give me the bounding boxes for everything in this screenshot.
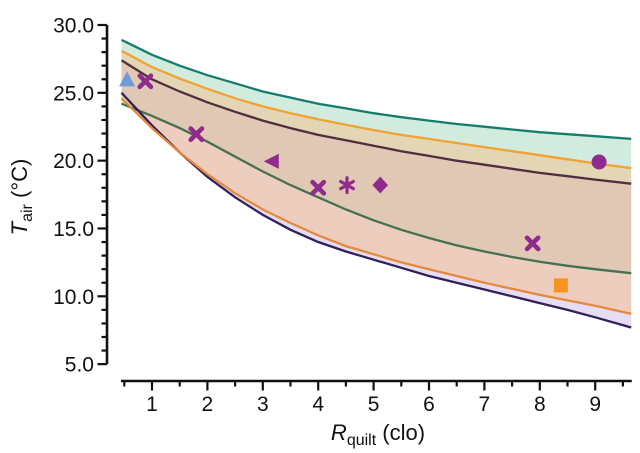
square-marker	[553, 278, 568, 293]
y-axis-title-text: Tair (°C)	[7, 159, 36, 236]
x-cross-marker	[188, 126, 205, 143]
x-axis-title-text: Rquilt (clo)	[331, 420, 425, 449]
orange-band-lower-curve	[120, 97, 632, 316]
data-markers	[119, 71, 607, 293]
purple-band-lower-curve	[120, 92, 632, 329]
teal-band-lower-curve	[121, 102, 632, 275]
y-tick-label: 25.0	[53, 82, 94, 105]
y-tick-label: 30.0	[53, 15, 94, 38]
x-tick-label: 1	[146, 393, 158, 416]
x-tick-label: 7	[479, 393, 491, 416]
y-tick-label: 20.0	[53, 150, 94, 173]
x-tick-label: 6	[423, 393, 435, 416]
y-tick-label: 15.0	[53, 218, 94, 241]
y-axis-title: Tair (°C)	[7, 159, 36, 236]
band-curves	[120, 38, 632, 329]
triangle-up-marker	[119, 71, 136, 87]
x-axis-title: Rquilt (clo)	[331, 420, 425, 449]
x-tick-label: 5	[368, 393, 380, 416]
x-cross-marker	[137, 73, 154, 90]
y-tick-label: 10.0	[53, 286, 94, 309]
x-tick-label: 8	[534, 393, 546, 416]
triangle-left-marker	[263, 153, 279, 169]
x-cross-marker	[524, 235, 541, 252]
circle-marker	[591, 154, 607, 170]
x-tick-label: 2	[202, 393, 214, 416]
y-axis: 30.0 25.0 20.0 15.0 10.0 5.0	[53, 15, 109, 377]
x-axis: 1 2 3 4 5 6 7 8 9	[120, 379, 632, 416]
x-tick-label: 3	[257, 393, 269, 416]
x-cross-marker	[310, 179, 327, 196]
y-tick-label: 5.0	[65, 354, 94, 377]
diamond-marker	[372, 176, 389, 194]
x-tick-label: 4	[312, 393, 324, 416]
purple-band-upper-curve	[120, 59, 632, 185]
asterisk-marker	[339, 176, 355, 195]
x-tick-label: 9	[589, 393, 601, 416]
orange-band-upper-curve	[120, 49, 632, 170]
teal-band-upper-curve	[120, 38, 632, 141]
